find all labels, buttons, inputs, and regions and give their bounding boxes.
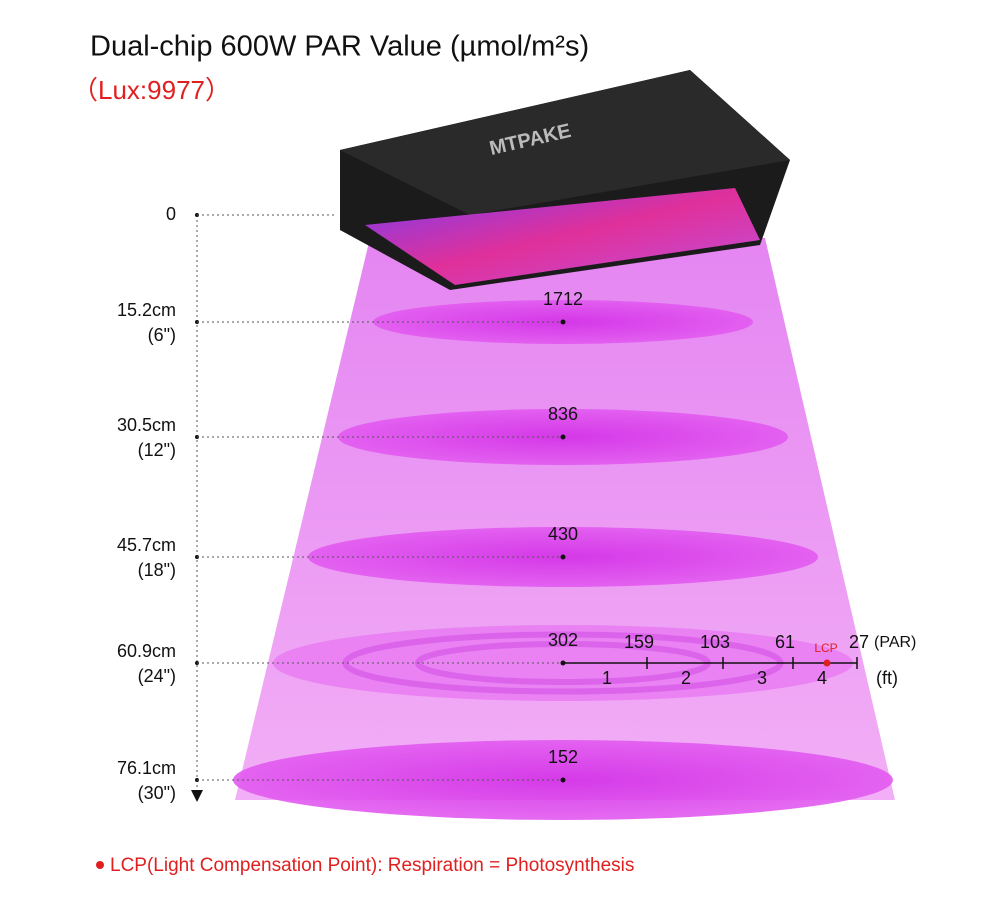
title: Dual-chip 600W PAR Value (µmol/m²s) — [90, 31, 589, 63]
inch-label: (12") — [138, 440, 176, 460]
par-value: 152 — [548, 747, 578, 767]
spread-par: 103 — [700, 632, 730, 652]
feet-label: 4 — [817, 668, 827, 688]
par-value: 836 — [548, 404, 578, 424]
feet-label: 1 — [602, 668, 612, 688]
levels: 0 15.2cm (6") 1712 30.5cm (12") 836 45.7cm (18")… — [117, 204, 583, 803]
center-dot — [560, 434, 566, 440]
distance-label: 60.9cm — [117, 641, 176, 661]
spread-par: 159 — [624, 632, 654, 652]
distance-label: 15.2cm — [117, 300, 176, 320]
inch-label: (18") — [138, 560, 176, 580]
feet-unit: (ft) — [876, 668, 898, 688]
lamp: MTPAKE — [340, 70, 790, 290]
distance-label: 76.1cm — [117, 758, 176, 778]
spread-scale: 159 103 61 27 1 2 3 4 (PAR) (ft) LCP — [563, 632, 916, 688]
distance-label: 0 — [166, 204, 176, 224]
feet-label: 2 — [681, 668, 691, 688]
par-unit: (PAR) — [874, 634, 916, 651]
feet-label: 3 — [757, 668, 767, 688]
inch-label: (30") — [138, 783, 176, 803]
par-value: 430 — [548, 524, 578, 544]
footnote: LCP(Light Compensation Point): Respirati… — [110, 855, 634, 876]
center-dot — [560, 319, 566, 325]
subtitle: （Lux:9977） — [72, 75, 231, 105]
distance-label: 30.5cm — [117, 415, 176, 435]
spread-par: 27 — [849, 632, 869, 652]
axis-arrow — [191, 790, 203, 802]
lcp-label: LCP — [814, 641, 837, 655]
center-dot — [560, 554, 566, 560]
par-value: 302 — [548, 630, 578, 650]
center-dot — [560, 777, 566, 783]
lcp-bullet — [96, 861, 104, 869]
inch-label: (6") — [148, 325, 176, 345]
spread-par: 61 — [775, 632, 795, 652]
par-value: 1712 — [543, 289, 583, 309]
lcp-dot — [823, 659, 831, 667]
distance-label: 45.7cm — [117, 535, 176, 555]
inch-label: (24") — [138, 666, 176, 686]
